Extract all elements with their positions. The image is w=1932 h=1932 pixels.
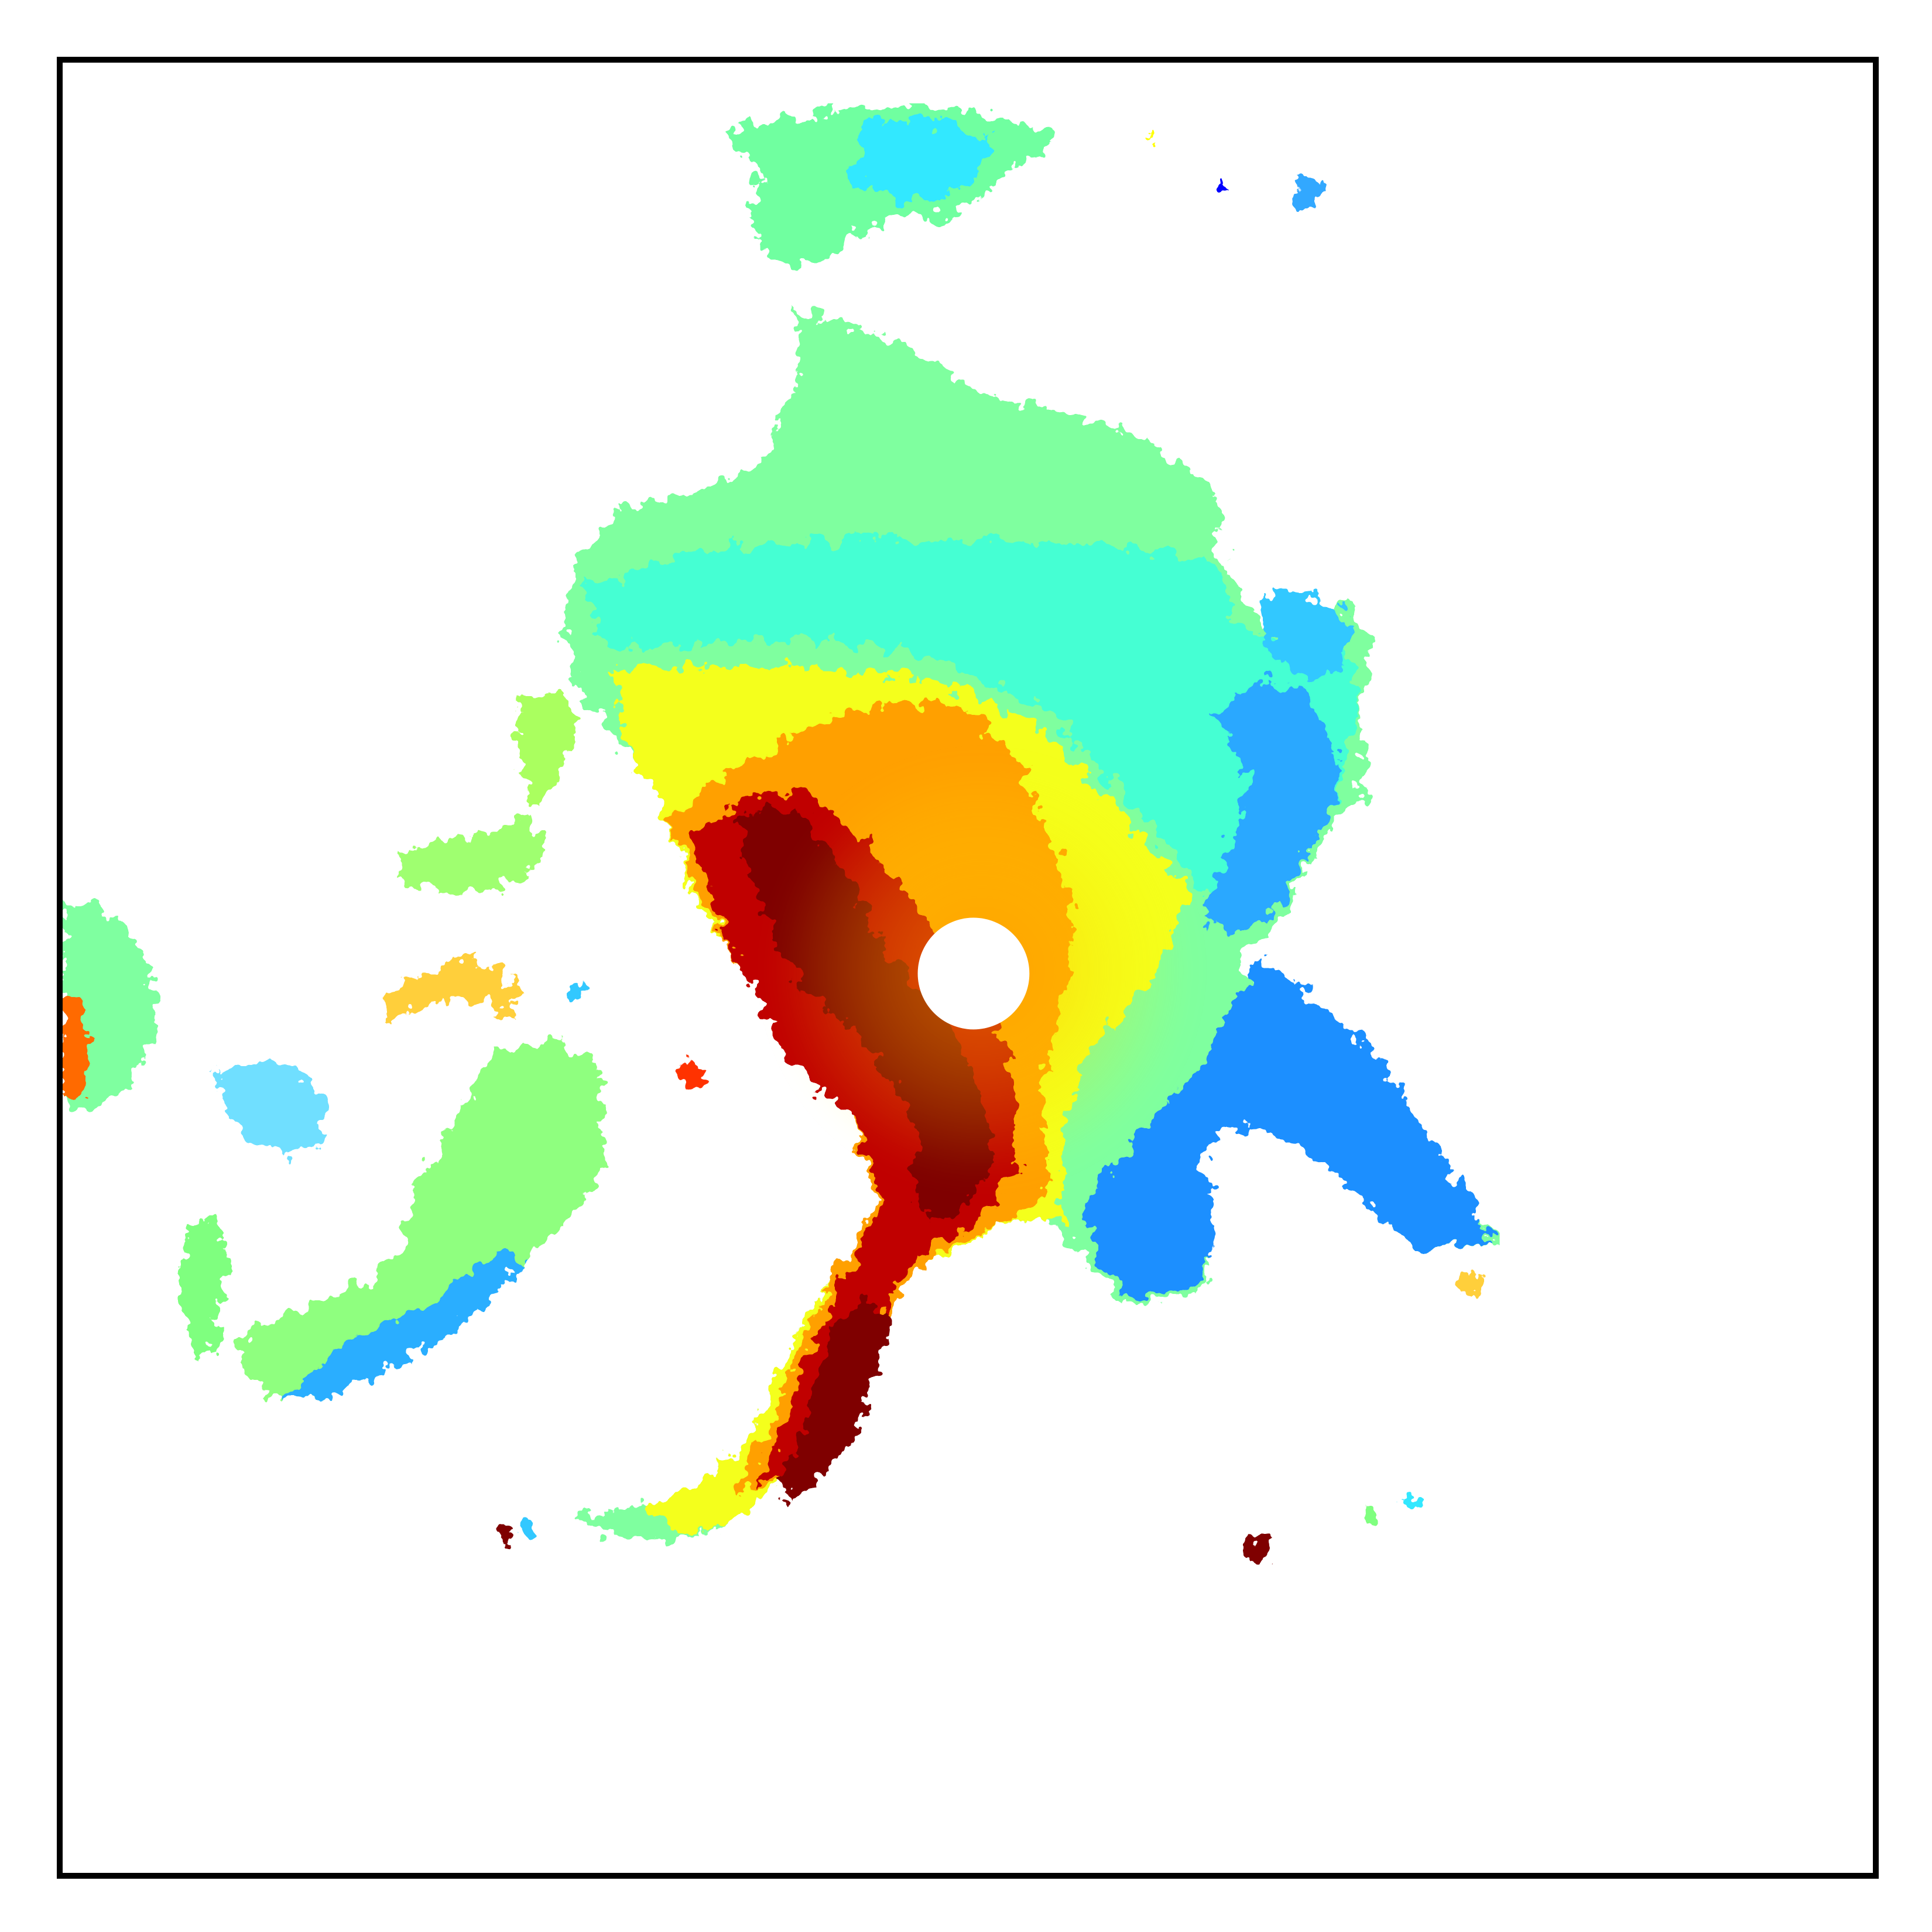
baffin-arc [388, 958, 522, 1023]
ice-concentration-layer [63, 103, 1500, 1565]
ice-dot [1245, 1539, 1271, 1565]
ice-dot [1404, 1491, 1420, 1508]
map-frame [57, 57, 1879, 1879]
okhotsk-red [63, 993, 92, 1104]
ice-dot [678, 1061, 704, 1088]
ice-dot [519, 1520, 536, 1537]
hudson-bay-region [237, 1040, 604, 1401]
ice-dot [1152, 135, 1160, 142]
archipelago-chain-2 [516, 691, 575, 807]
sea-ice-map [63, 103, 1500, 1565]
west-coast-chain [179, 1220, 232, 1366]
baltic-region [214, 1063, 331, 1156]
east-islands [1260, 586, 1354, 680]
siberian-margin-blue [1203, 679, 1342, 936]
ice-dot [1215, 180, 1225, 190]
chukotka-cyan [854, 121, 994, 203]
pole-hole [917, 917, 1030, 1030]
ice-dot [1362, 1510, 1381, 1529]
cyan-band [586, 539, 1360, 912]
greenland-margin-red [778, 1296, 889, 1500]
eurasian-margin-blue [1086, 958, 1494, 1302]
hudson-bay-blue [283, 1249, 528, 1401]
ice-dot [1293, 176, 1322, 205]
archipelago-chain [400, 818, 546, 895]
ice-dot [566, 985, 583, 1002]
ice-dot [1460, 1273, 1481, 1295]
ice-dot [496, 1526, 513, 1543]
